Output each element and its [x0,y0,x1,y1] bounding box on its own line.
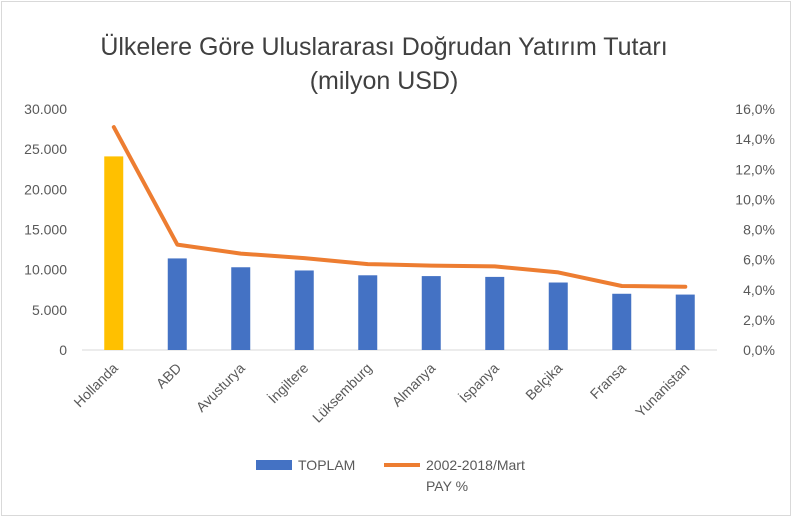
x-tick-label: Avusturya [193,360,248,415]
x-tick-label: Hollanda [70,360,121,411]
bar-Lüksemburg [358,275,378,350]
bar-Yunanistan [675,294,695,350]
x-tick-label: İspanya [455,359,502,406]
y-right-tick-label: 6,0% [743,252,775,268]
y-left-tick-label: 20.000 [24,181,67,197]
bar-Fransa [612,293,632,350]
y-left-tick-label: 25.000 [24,141,67,157]
y-left-tick-label: 5.000 [32,302,67,318]
legend-label-pay-line-1: 2002-2018/Mart [426,457,525,473]
y-left-tick-label: 30.000 [24,101,67,117]
x-tick-label: İngiltere [264,359,311,406]
bar-Almanya [421,276,441,350]
legend-label-toplam: TOPLAM [298,457,355,473]
bar-Belçika [548,282,568,350]
bar-Hollanda [104,156,124,350]
x-tick-label: ABD [153,360,185,392]
x-tick-label: Yunanistan [632,360,692,420]
legend: TOPLAM 2002-2018/Mart PAY % [256,457,525,494]
y-left-tick-label: 0 [59,342,67,358]
y-right-tick-label: 4,0% [743,282,775,298]
y-right-tick-label: 12,0% [735,161,775,177]
y-right-tick-label: 2,0% [743,312,775,328]
bar-ABD [167,258,187,350]
x-tick-label: Fransa [587,360,629,402]
y-left-tick-label: 10.000 [24,262,67,278]
x-tick-label: Almanya [389,360,439,410]
y-left-tick-label: 15.000 [24,222,67,238]
y-right-tick-label: 10,0% [735,191,775,207]
chart-title-line-1: Ülkelere Göre Uluslararası Doğrudan Yatı… [100,33,667,61]
line-series-pay [111,125,688,289]
x-tick-label: Belçika [522,360,565,403]
y-right-tick-label: 8,0% [743,222,775,238]
legend-swatch-toplam [256,460,292,470]
y-right-tick-label: 14,0% [735,131,775,147]
bar-İngiltere [294,270,314,350]
y-axis-left: 0 5.000 10.000 15.000 20.000 25.000 30.000 [24,101,67,358]
y-right-tick-label: 16,0% [735,101,775,117]
y-right-tick-label: 0,0% [743,342,775,358]
legend-label-pay-line-2: PAY % [426,478,468,494]
bar-Avusturya [231,267,251,350]
x-tick-label: Lüksemburg [309,360,375,426]
y-axis-right: 0,0% 2,0% 4,0% 6,0% 8,0% 10,0% 12,0% 14,0% 16,0% [735,101,775,358]
bar-İspanya [485,276,505,350]
line-path-pay [111,125,688,289]
bar-series-toplam [104,156,695,350]
chart-title-line-2: (milyon USD) [310,67,459,95]
